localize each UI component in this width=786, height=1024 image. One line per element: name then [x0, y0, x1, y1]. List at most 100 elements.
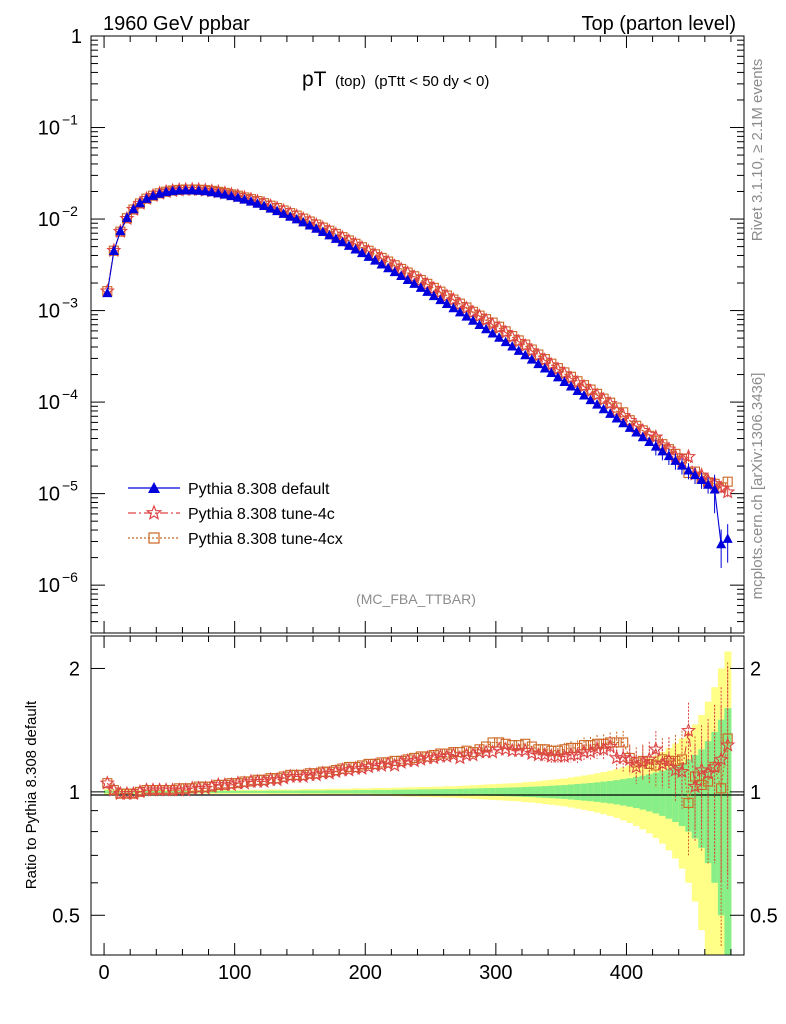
main-ytick-exponent: −3	[62, 295, 78, 311]
ratio-band-inner	[580, 783, 588, 801]
ratio-point	[556, 748, 573, 763]
ratio-band-inner	[606, 780, 614, 804]
ratio-point	[360, 758, 377, 774]
analysis-tag: (MC_FBA_TTBAR)	[356, 591, 476, 607]
ratio-point	[615, 749, 631, 765]
ratio-ytick-label-right: 0.5	[750, 905, 778, 927]
x-tick-label: 300	[479, 962, 512, 984]
ratio-band-inner	[410, 789, 418, 795]
main-point	[491, 320, 507, 335]
ratio-band-inner	[515, 787, 523, 797]
main-ytick-label: 10	[38, 484, 60, 506]
ratio-band-inner	[456, 788, 464, 795]
ratio-band-inner	[430, 789, 438, 795]
main-point	[696, 474, 707, 484]
ratio-point	[537, 746, 553, 762]
ratio-band-inner	[665, 768, 673, 819]
main-point	[598, 403, 609, 414]
ratio-point	[380, 755, 396, 771]
main-point	[526, 354, 537, 364]
ratio-point	[426, 749, 442, 765]
ratio-ytick-label-right: 2	[750, 658, 761, 680]
main-point	[657, 445, 668, 456]
main-series-line	[106, 189, 728, 493]
ratio-band-inner	[646, 774, 654, 812]
main-point	[311, 223, 322, 233]
ratio-band-inner	[469, 788, 477, 796]
legend-marker-tune-4cx	[148, 532, 160, 544]
main-point	[422, 286, 433, 296]
main-ytick-label: 1	[71, 26, 82, 48]
main-point	[291, 213, 302, 224]
ratio-point	[236, 775, 253, 790]
x-tick-label: 200	[349, 962, 382, 984]
ratio-point	[439, 748, 455, 763]
main-ytick-exponent: −5	[62, 478, 78, 494]
ratio-point	[276, 770, 292, 785]
ratio-band-inner	[299, 790, 307, 794]
ratio-band-inner	[182, 790, 190, 793]
ratio-band-inner	[378, 789, 386, 794]
ratio-point	[498, 741, 514, 756]
ratio-point	[269, 771, 285, 787]
legend-entry-tune-4c: Pythia 8.308 tune-4c	[128, 504, 335, 523]
main-point	[478, 312, 494, 327]
main-ytick-label: 10	[38, 209, 60, 231]
main-point	[239, 194, 250, 204]
ratio-band-inner	[593, 782, 601, 802]
ratio-band-inner	[535, 786, 543, 798]
main-point	[716, 538, 727, 549]
ratio-band-inner	[280, 790, 288, 794]
ratio-point	[223, 776, 240, 792]
ratio-band-inner	[424, 789, 432, 795]
main-ytick-labels: 110−110−210−310−410−510−6	[38, 26, 82, 597]
main-ytick-exponent: −1	[62, 112, 78, 128]
main-point	[539, 362, 550, 373]
legend-marker-default	[148, 482, 160, 493]
main-point	[631, 427, 642, 437]
main-point	[663, 450, 674, 461]
legend-label-tune-4c: Pythia 8.308 tune-4c	[188, 506, 335, 523]
main-point	[484, 316, 501, 331]
ratio-band-inner	[639, 775, 647, 810]
ratio-point	[569, 746, 586, 762]
ratio-bands	[104, 651, 732, 955]
ratio-point	[720, 737, 736, 752]
main-panel: 110−110−210−310−410−510−6	[38, 26, 745, 634]
ratio-band-inner	[143, 790, 151, 793]
main-point	[565, 381, 576, 391]
main-point	[474, 319, 485, 330]
main-point	[174, 185, 185, 195]
ratio-band-inner	[260, 790, 268, 793]
main-ytick-exponent: −6	[62, 569, 78, 585]
legend-entry-default: Pythia 8.308 default	[128, 481, 330, 498]
main-point	[602, 395, 618, 411]
ratio-series	[99, 662, 736, 947]
ratio-point	[667, 762, 684, 777]
ratio-band-inner	[417, 789, 425, 795]
ratio-panel: 0.5 0.5 1 1 2 2 0 100 200 300 400	[52, 635, 778, 984]
main-point	[376, 258, 387, 269]
main-point	[383, 262, 394, 273]
ratio-band-inner	[600, 781, 608, 803]
main-point	[520, 349, 531, 360]
main-point	[337, 236, 348, 247]
ratio-point	[393, 754, 409, 769]
ratio-point	[680, 722, 697, 738]
main-point	[722, 533, 733, 543]
ratio-band-inner	[574, 784, 582, 801]
ratio-band-inner	[332, 790, 340, 794]
main-point	[487, 328, 498, 338]
ratio-point	[622, 751, 638, 766]
ratio-band-inner	[437, 789, 445, 795]
ratio-point	[713, 751, 729, 766]
main-point	[396, 270, 407, 280]
main-ytick-label: 10	[38, 301, 60, 323]
plot-title-sub2: (pTtt < 50 dy < 0)	[374, 73, 489, 90]
main-point	[683, 464, 694, 475]
ratio-band-inner	[358, 790, 366, 794]
main-point	[180, 184, 191, 195]
main-point	[226, 190, 237, 201]
main-point	[304, 220, 315, 230]
ratio-band-inner	[215, 790, 223, 793]
